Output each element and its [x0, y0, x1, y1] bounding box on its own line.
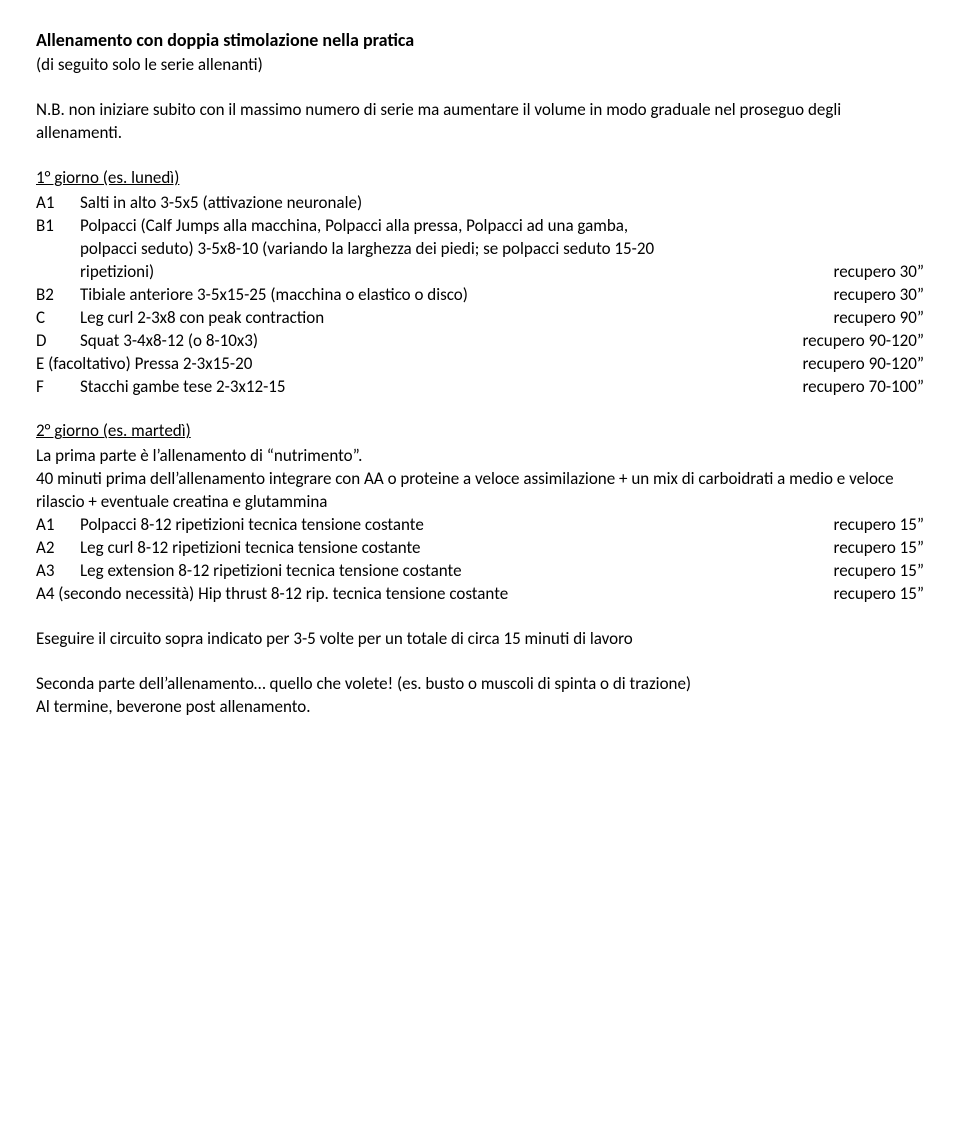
exercise-line: Polpacci (Calf Jumps alla macchina, Polp…	[80, 215, 924, 238]
exercise-desc: Polpacci (Calf Jumps alla macchina, Polp…	[80, 215, 924, 284]
exercise-recovery: recupero 15”	[834, 560, 924, 583]
exercise-row: F Stacchi gambe tese 2-3x12-15 recupero …	[36, 376, 924, 399]
exercise-recovery: recupero 90-120”	[802, 330, 924, 353]
exercise-desc: Leg curl 8-12 ripetizioni tecnica tensio…	[80, 537, 834, 560]
exercise-line: ripetizioni)	[80, 261, 834, 284]
exercise-code: A1	[36, 514, 80, 537]
exercise-code: C	[36, 307, 80, 330]
exercise-desc: Squat 3-4x8-12 (o 8-10x3)	[80, 330, 802, 353]
day2-p1: La prima parte è l’allenamento di “nutri…	[36, 445, 924, 468]
nb-paragraph: N.B. non iniziare subito con il massimo …	[36, 99, 924, 145]
exercise-desc: Leg extension 8-12 ripetizioni tecnica t…	[80, 560, 834, 583]
exercise-recovery: recupero 15”	[834, 514, 924, 537]
day2-p2: 40 minuti prima dell’allenamento integra…	[36, 468, 924, 514]
exercise-desc: Stacchi gambe tese 2-3x12-15	[80, 376, 802, 399]
document-subtitle: (di seguito solo le serie allenanti)	[36, 54, 924, 77]
exercise-desc: A4 (secondo necessità) Hip thrust 8-12 r…	[36, 583, 834, 606]
day1-header: 1° giorno (es. lunedì)	[36, 167, 924, 190]
exercise-desc: Leg curl 2-3x8 con peak contraction	[80, 307, 834, 330]
exercise-desc: E (facoltativo) Pressa 2-3x15-20	[36, 353, 802, 376]
exercise-recovery: recupero 15”	[834, 537, 924, 560]
document-title: Allenamento con doppia stimolazione nell…	[36, 28, 924, 52]
exercise-code: D	[36, 330, 80, 353]
exercise-row: A3 Leg extension 8-12 ripetizioni tecnic…	[36, 560, 924, 583]
day2-header: 2° giorno (es. martedì)	[36, 420, 924, 443]
exercise-row: C Leg curl 2-3x8 con peak contraction re…	[36, 307, 924, 330]
exercise-desc: Tibiale anteriore 3-5x15-25 (macchina o …	[80, 284, 834, 307]
exercise-row: B2 Tibiale anteriore 3-5x15-25 (macchina…	[36, 284, 924, 307]
exercise-line: polpacci seduto) 3-5x8-10 (variando la l…	[80, 238, 924, 261]
exercise-row: E (facoltativo) Pressa 2-3x15-20 recuper…	[36, 353, 924, 376]
exercise-code: A3	[36, 560, 80, 583]
exercise-recovery: recupero 90”	[834, 307, 924, 330]
footer-p1: Eseguire il circuito sopra indicato per …	[36, 628, 924, 651]
exercise-recovery: recupero 90-120”	[802, 353, 924, 376]
exercise-recovery: recupero 70-100”	[802, 376, 924, 399]
exercise-code: B2	[36, 284, 80, 307]
exercise-row: A1 Polpacci 8-12 ripetizioni tecnica ten…	[36, 514, 924, 537]
exercise-recovery: recupero 15”	[834, 583, 924, 606]
exercise-row: A1 Salti in alto 3-5x5 (attivazione neur…	[36, 192, 924, 215]
exercise-code: F	[36, 376, 80, 399]
exercise-code: B1	[36, 215, 80, 238]
footer-p3: Al termine, beverone post allenamento.	[36, 696, 924, 719]
footer-p2: Seconda parte dell’allenamento… quello c…	[36, 673, 924, 696]
exercise-code: A2	[36, 537, 80, 560]
exercise-recovery: recupero 30”	[834, 284, 924, 307]
exercise-row: A2 Leg curl 8-12 ripetizioni tecnica ten…	[36, 537, 924, 560]
exercise-desc: Polpacci 8-12 ripetizioni tecnica tensio…	[80, 514, 834, 537]
exercise-code: A1	[36, 192, 80, 215]
exercise-row: A4 (secondo necessità) Hip thrust 8-12 r…	[36, 583, 924, 606]
exercise-row: B1 Polpacci (Calf Jumps alla macchina, P…	[36, 215, 924, 284]
exercise-desc: Salti in alto 3-5x5 (attivazione neurona…	[80, 192, 924, 215]
exercise-row: D Squat 3-4x8-12 (o 8-10x3) recupero 90-…	[36, 330, 924, 353]
exercise-recovery: recupero 30”	[834, 261, 924, 284]
